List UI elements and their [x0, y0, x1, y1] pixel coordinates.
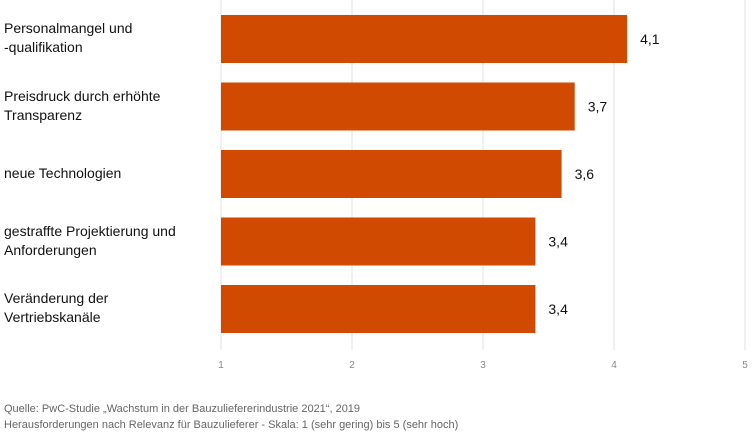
tick-label-5: 5	[742, 360, 748, 371]
value-label-0: 4,1	[640, 31, 660, 47]
source-line-2: Herausforderungen nach Relevanz für Bauz…	[4, 419, 459, 431]
value-label-3: 3,4	[548, 234, 568, 250]
category-label-line: Preisdruck durch erhöhte	[4, 87, 161, 104]
category-label-3: gestraffte Projektierung und Anforderunge…	[4, 222, 209, 260]
source-line-1: Quelle: PwC-Studie „Wachstum in der Bauz…	[4, 403, 361, 415]
category-label-line: gestraffte Projektierung und	[4, 222, 176, 239]
bar-0	[221, 15, 628, 63]
category-label-2: neue Technologien	[4, 164, 209, 183]
value-label-2: 3,6	[575, 166, 595, 182]
category-label-line: Vertriebskanäle	[4, 309, 101, 325]
tick-label-2: 2	[349, 360, 355, 371]
value-label-1: 3,7	[588, 99, 608, 115]
bar-3	[221, 217, 536, 266]
category-label-0: Personalmangel und -qualifikation	[4, 19, 209, 57]
tick-label-1: 1	[218, 360, 224, 371]
category-label-line: -qualifikation	[4, 39, 83, 55]
bar-4	[221, 285, 536, 333]
tick-label-4: 4	[611, 360, 617, 371]
category-label-line: Veränderung der	[4, 290, 109, 306]
category-label-line: Personalmangel und	[4, 20, 133, 36]
tick-label-3: 3	[480, 360, 486, 371]
bar-1	[221, 82, 575, 131]
category-label-line: Transparenz	[4, 106, 83, 123]
category-label-line: neue Technologien	[4, 164, 122, 181]
value-label-4: 3,4	[548, 301, 568, 317]
category-label-line: Anforderungen	[4, 241, 97, 258]
bar-2	[221, 150, 562, 198]
category-label-1: Preisdruck durch erhöhte Transparenz	[4, 87, 209, 125]
category-label-4: Veränderung der Vertriebskanäle	[4, 289, 209, 327]
